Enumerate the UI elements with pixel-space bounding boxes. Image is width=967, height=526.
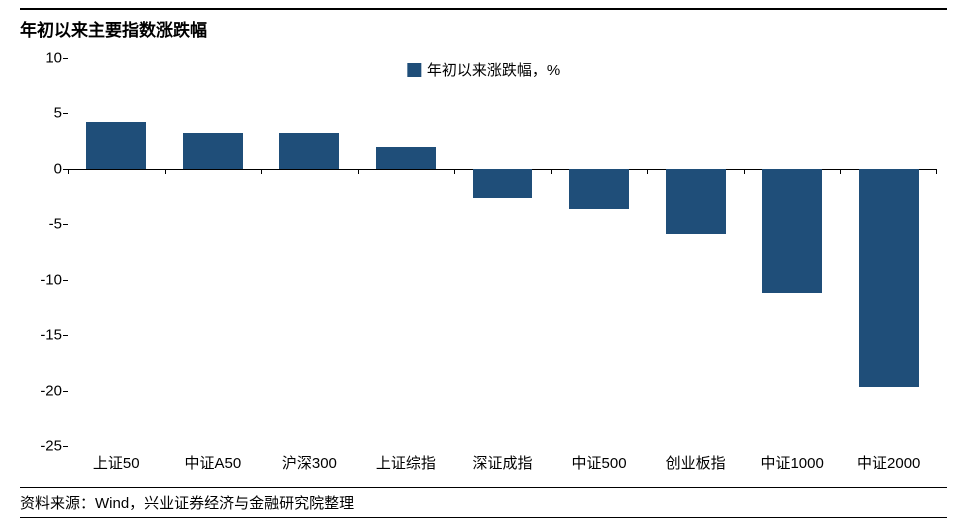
y-tick	[63, 446, 68, 447]
y-tick	[63, 335, 68, 336]
x-axis-label: 上证50	[93, 452, 140, 473]
bar	[86, 122, 146, 169]
chart-title: 年初以来主要指数涨跌幅	[20, 16, 947, 41]
y-axis-label: -25	[20, 438, 62, 455]
x-axis-label: 中证1000	[760, 452, 823, 473]
x-tick	[647, 169, 648, 174]
y-tick	[63, 58, 68, 59]
bar	[859, 169, 919, 387]
x-tick	[261, 169, 262, 174]
chart-area: 年初以来涨跌幅，% 上证50中证A50沪深300上证综指深证成指中证500创业板…	[20, 48, 947, 474]
bar	[183, 133, 243, 168]
x-axis-label: 沪深300	[282, 452, 337, 473]
x-tick	[358, 169, 359, 174]
bar	[376, 147, 436, 169]
x-tick	[165, 169, 166, 174]
x-axis-label: 中证A50	[184, 452, 241, 473]
title-bar: 年初以来主要指数涨跌幅	[20, 8, 947, 41]
y-tick	[63, 391, 68, 392]
x-tick	[936, 169, 937, 174]
x-tick	[68, 169, 69, 174]
x-axis-label: 创业板指	[666, 452, 726, 473]
bar	[762, 169, 822, 293]
y-tick	[63, 113, 68, 114]
x-axis-label: 上证综指	[376, 452, 436, 473]
bar	[569, 169, 629, 209]
bar	[666, 169, 726, 234]
x-axis-label: 中证500	[572, 452, 627, 473]
y-axis-label: 5	[20, 105, 62, 122]
bar	[279, 133, 339, 168]
x-tick	[454, 169, 455, 174]
y-tick	[63, 280, 68, 281]
chart-source: 资料来源：Wind，兴业证券经济与金融研究院整理	[20, 487, 947, 518]
x-axis-label: 中证2000	[857, 452, 920, 473]
y-axis-label: 0	[20, 160, 62, 177]
plot-area: 上证50中证A50沪深300上证综指深证成指中证500创业板指中证1000中证2…	[68, 58, 937, 446]
x-tick	[551, 169, 552, 174]
y-axis-label: -10	[20, 271, 62, 288]
x-tick	[840, 169, 841, 174]
bar	[473, 169, 533, 198]
y-axis-label: -5	[20, 216, 62, 233]
y-axis-label: -15	[20, 327, 62, 344]
chart-container: 年初以来主要指数涨跌幅 年初以来涨跌幅，% 上证50中证A50沪深300上证综指…	[0, 0, 967, 526]
x-axis-label: 深证成指	[472, 452, 532, 473]
y-tick	[63, 224, 68, 225]
y-axis-label: -20	[20, 382, 62, 399]
x-tick	[744, 169, 745, 174]
y-axis-label: 10	[20, 50, 62, 67]
